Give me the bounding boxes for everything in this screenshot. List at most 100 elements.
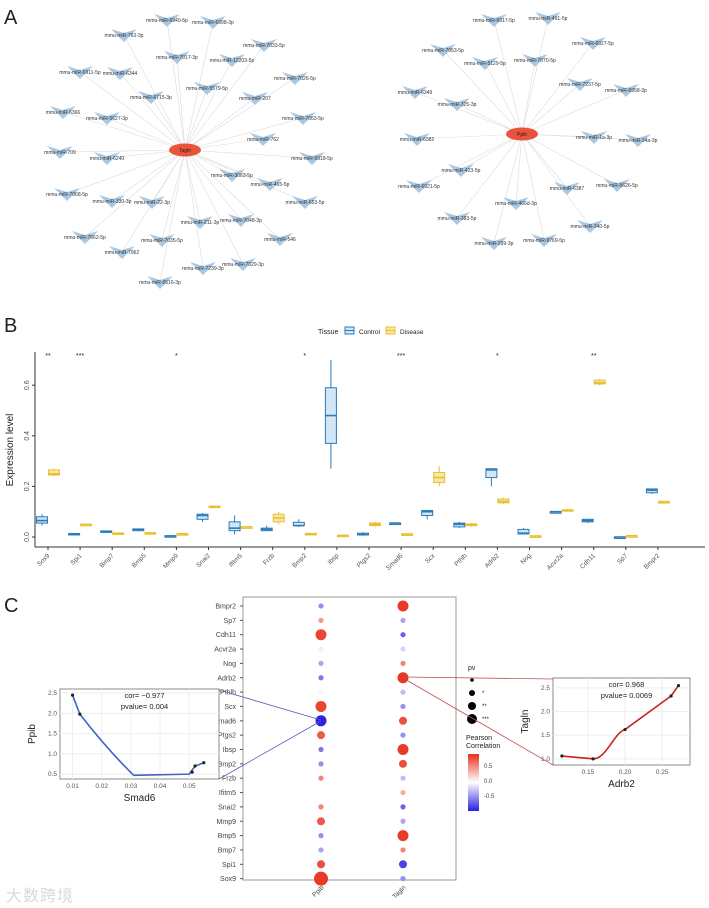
- row-label: Spi1: [222, 862, 236, 869]
- network-edge: [521, 83, 581, 135]
- y-tick-label: 0.6: [24, 380, 31, 390]
- correlation-dot: [318, 761, 324, 767]
- mirna-label: mmu-miR-340-5p: [571, 224, 610, 230]
- mirna-node-icon: [290, 112, 316, 125]
- network-edge: [521, 133, 545, 241]
- significance-label: *: [175, 353, 178, 360]
- mirna-node-icon: [99, 195, 125, 208]
- mirna-node-icon: [625, 134, 651, 147]
- mirna-node-icon: [194, 82, 220, 95]
- cor-annotation: cor= −0.977: [124, 691, 164, 700]
- mirna-node-icon: [577, 220, 603, 233]
- mirna-label: mmu-miR-7048-3p: [220, 218, 262, 224]
- x-tick-label: 0.02: [95, 783, 108, 790]
- correlation-dot: [318, 689, 324, 695]
- x-tick-label: Spi1: [69, 552, 83, 566]
- row-label: Sox9: [220, 876, 236, 883]
- mirna-label: mmu-miR-423-5p: [442, 168, 481, 174]
- mirna-node-icon: [54, 188, 80, 201]
- row-label: Ifitm5: [219, 790, 236, 797]
- correlation-dot: [317, 860, 325, 869]
- network-edge: [456, 133, 523, 219]
- mirna-label: mmu-miR-6349: [398, 90, 433, 96]
- y-tick-label: 0.2: [24, 481, 31, 491]
- mirna-label: mmu-miR-6921-5p: [398, 184, 440, 190]
- mirna-label: mmu-miR-763-3p: [105, 33, 144, 39]
- correlation-dot: [399, 860, 407, 869]
- mirna-node-icon: [531, 234, 557, 247]
- mirna-node-icon: [257, 178, 283, 191]
- mirna-node-icon: [251, 39, 277, 52]
- row-label: Bmp7: [218, 847, 236, 854]
- network-edge: [521, 59, 536, 135]
- correlation-dot: [397, 830, 409, 842]
- correlation-dot: [318, 833, 324, 839]
- box-control: [421, 509, 434, 516]
- network-edge: [184, 97, 256, 151]
- network-edge: [79, 71, 186, 151]
- mirna-node-icon: [444, 98, 470, 111]
- mirna-label: mmu-miR-546: [264, 237, 296, 243]
- row-label: Acvr2a: [214, 647, 236, 654]
- network-edge: [521, 133, 639, 141]
- network-edge: [414, 91, 523, 135]
- mirna-node-icon: [138, 91, 164, 104]
- mirna-label: mmu-miR-709: [44, 150, 76, 156]
- correlation-dot: [400, 732, 406, 738]
- y-tick-label: 1.0: [48, 751, 57, 758]
- x-tick-label: 0.20: [619, 769, 632, 776]
- mirna-label: mmu-miR-7962: [105, 250, 140, 256]
- mirna-label: mmu-miR-5626-5p: [596, 183, 638, 189]
- data-point: [676, 683, 681, 688]
- correlation-dot: [400, 646, 406, 652]
- row-label: Scx: [224, 704, 236, 711]
- mirna-label: mmu-miR-325-3p: [438, 102, 477, 108]
- colorbar-tick-label: 0.5: [484, 764, 493, 770]
- connector-line: [402, 677, 554, 766]
- x-tick-label: Ifitm5: [228, 552, 244, 568]
- row-label: Adrb2: [217, 675, 236, 682]
- mirna-label: mmu-miR-6958-3p: [605, 88, 647, 94]
- mirna-label: mmu-miR-6344: [103, 71, 138, 77]
- x-tick-label: 0.15: [582, 769, 595, 776]
- mirna-node-icon: [67, 66, 93, 79]
- network-edge: [123, 34, 186, 151]
- mirna-node-icon: [282, 72, 308, 85]
- row-label: Smad6: [214, 718, 236, 725]
- mirna-node-icon: [430, 44, 456, 57]
- x-tick-label: Mmp9: [162, 552, 180, 570]
- mirna-label: mmu-miR-6998-3p: [192, 20, 234, 26]
- mirna-label: mmu-miR-330-3p: [93, 199, 132, 205]
- row-label: Ptgs2: [218, 733, 236, 740]
- mirna-label: mmu-miR-6940-5p: [146, 18, 188, 24]
- network-edge: [521, 89, 627, 135]
- network-edge: [184, 44, 265, 151]
- x-tick-label: Nog: [520, 552, 534, 566]
- network-edge: [184, 149, 313, 159]
- mirna-node-icon: [219, 169, 245, 182]
- x-tick-label: Bmp2: [291, 552, 308, 569]
- mirna-node-icon: [109, 246, 135, 259]
- significance-label: **: [45, 353, 51, 360]
- network-edge: [184, 59, 233, 151]
- network-edge: [176, 56, 186, 151]
- row-label: Bmp2: [218, 761, 236, 768]
- network-edge: [493, 19, 523, 135]
- pvalue-annotation: pvalue= 0.004: [121, 702, 168, 711]
- x-tick-label: Ibsp: [327, 552, 341, 566]
- mirna-node-icon: [230, 258, 256, 271]
- network-edge: [159, 149, 186, 283]
- mirna-node-icon: [472, 57, 498, 70]
- correlation-dot: [397, 600, 409, 612]
- correlation-dot: [400, 775, 406, 781]
- network-edge: [184, 149, 271, 185]
- network-edge: [184, 149, 204, 269]
- network-edge: [521, 133, 568, 189]
- correlation-dot: [318, 660, 324, 667]
- row-label: Cdh11: [216, 632, 236, 639]
- data-point: [560, 754, 564, 758]
- color-legend-title: Correlation: [466, 743, 500, 750]
- network-edge: [166, 19, 186, 151]
- x-tick-label: 0.01: [66, 783, 79, 790]
